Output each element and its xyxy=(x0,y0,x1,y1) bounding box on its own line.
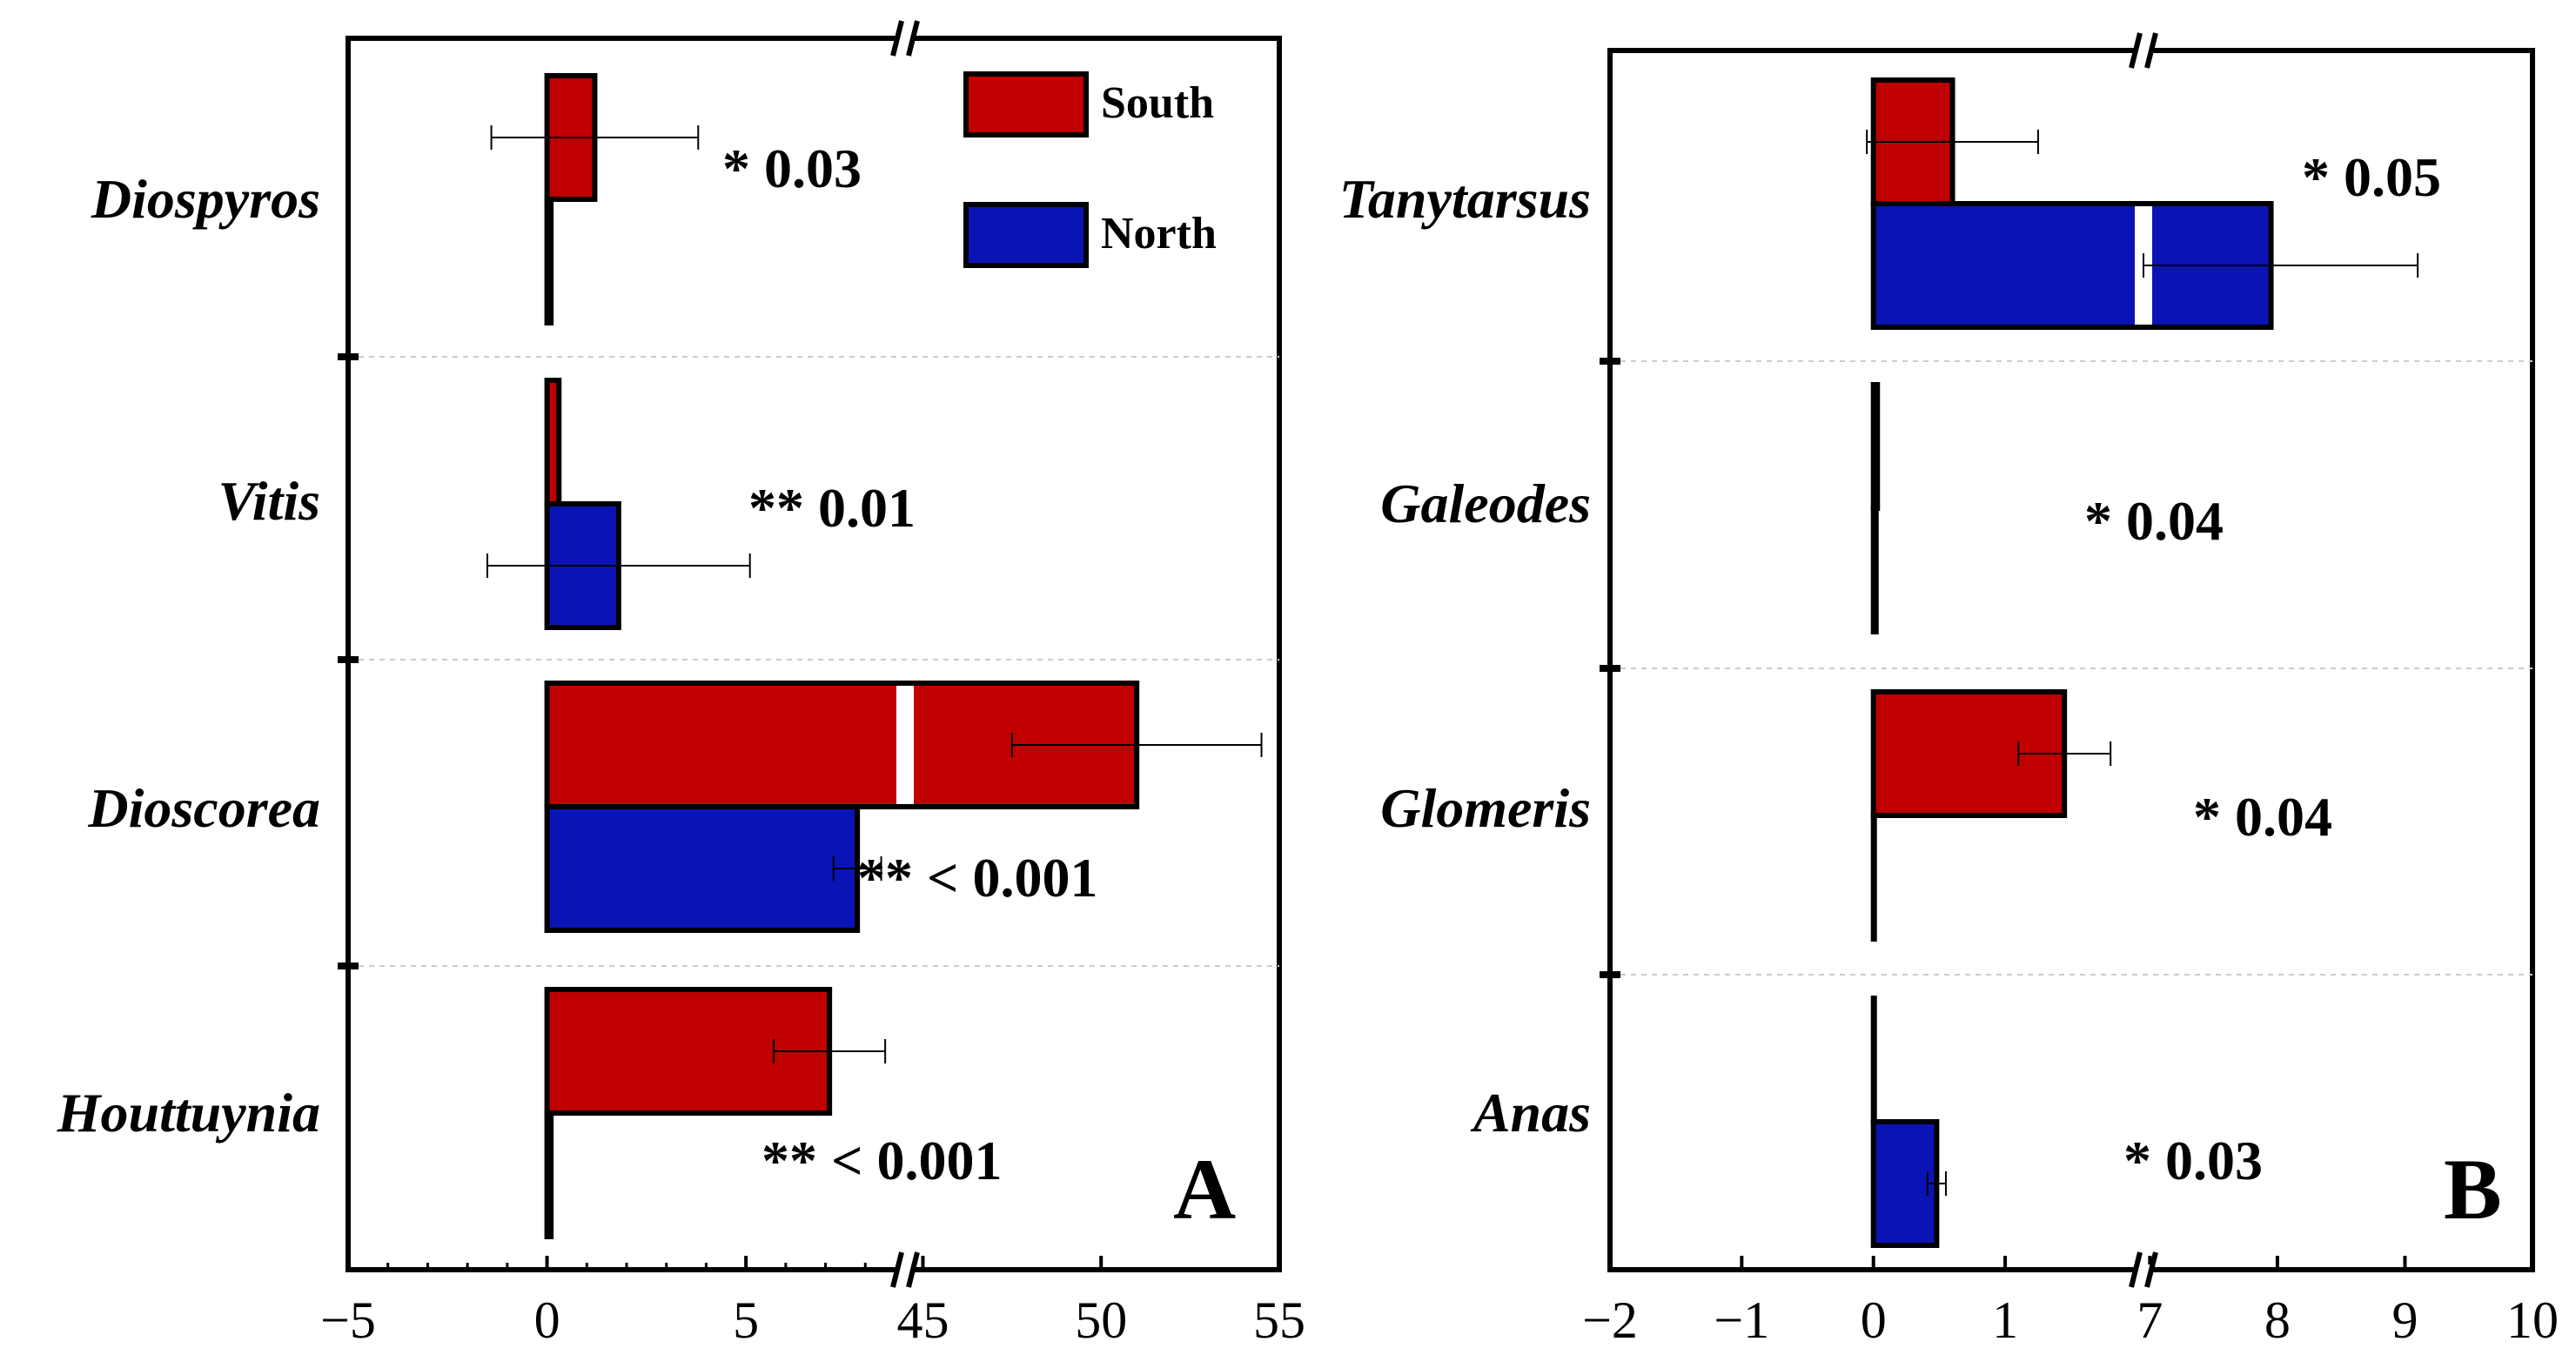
category-label-anas: Anas xyxy=(1470,1082,1591,1144)
annotation-dioscorea: ** < 0.001 xyxy=(857,847,1097,909)
x-tick-label: −5 xyxy=(320,1291,376,1349)
bar-break-gap xyxy=(896,686,914,804)
axis-break-mark xyxy=(2129,32,2143,69)
axis-break-mark xyxy=(906,1251,920,1288)
bar-north-galeodes xyxy=(1870,506,1879,634)
axis-break-mark xyxy=(2129,1251,2143,1288)
annotation-galeodes: * 0.04 xyxy=(2084,490,2224,552)
legend: South North xyxy=(963,71,1217,268)
category-label-vitis: Vitis xyxy=(218,470,320,532)
category-label-dioscorea: Dioscorea xyxy=(87,777,320,839)
axis-break-mark xyxy=(2144,1251,2158,1288)
x-tick-label: 0 xyxy=(534,1291,560,1349)
panel-letter-a: A xyxy=(1173,1141,1236,1238)
bar-north-anas xyxy=(1870,1119,1940,1248)
x-tick-label: 5 xyxy=(733,1291,759,1349)
axis-break-mark xyxy=(906,20,920,57)
axis-break-gap xyxy=(2135,1264,2152,1275)
x-tick-label: 7 xyxy=(2137,1291,2163,1349)
x-tick-label: 55 xyxy=(1253,1291,1305,1349)
axis-break-mark xyxy=(890,20,904,57)
x-tick-label: 10 xyxy=(2506,1291,2559,1349)
x-tick-label: 1 xyxy=(1992,1291,2018,1349)
bar-north-diospyros xyxy=(544,197,554,325)
category-label-tanytarsus: Tanytarsus xyxy=(1339,168,1591,230)
annotation-anas: * 0.03 xyxy=(2123,1130,2263,1191)
bar-south-anas xyxy=(1870,996,1877,1124)
x-tick-label: 45 xyxy=(896,1291,949,1349)
axis-break-mark xyxy=(890,1251,904,1288)
annotation-vitis: ** 0.01 xyxy=(748,477,916,539)
axis-break-gap xyxy=(896,1264,914,1275)
x-tick-label: −2 xyxy=(1582,1291,1638,1349)
x-tick-label: 9 xyxy=(2392,1291,2418,1349)
panel-b: −2 −1 0 1 7 8 9 10 Tanytarsus Galeodes Glomeris… xyxy=(1339,32,2559,1349)
category-label-galeodes: Galeodes xyxy=(1380,473,1591,534)
category-label-diospyros: Diospyros xyxy=(91,168,320,230)
legend-swatch-north xyxy=(963,202,1089,268)
bar-north-houttuynia xyxy=(544,1110,554,1239)
category-label-houttuynia: Houttuynia xyxy=(57,1082,320,1144)
panel-a: −5 0 5 45 50 55 Diospyros Vitis Dioscorea Hou… xyxy=(57,20,1305,1349)
axis-break-gap xyxy=(2135,45,2152,56)
x-tick-label: 50 xyxy=(1075,1291,1127,1349)
bar-north-dioscorea xyxy=(544,804,861,933)
legend-label-south: South xyxy=(1101,78,1214,128)
category-label-glomeris: Glomeris xyxy=(1380,777,1591,839)
bar-south-galeodes xyxy=(1870,382,1881,511)
x-tick-label: 8 xyxy=(2264,1291,2291,1349)
bar-north-glomeris xyxy=(1870,813,1877,942)
axis-break-gap xyxy=(896,33,914,44)
bar-south-vitis xyxy=(544,378,562,506)
annotation-houttuynia: ** < 0.001 xyxy=(761,1130,1002,1191)
annotation-diospyros: * 0.03 xyxy=(722,138,862,199)
axis-break-mark xyxy=(2144,32,2158,69)
legend-label-north: North xyxy=(1101,209,1217,258)
legend-swatch-south xyxy=(963,71,1089,138)
annotation-tanytarsus: * 0.05 xyxy=(2302,146,2441,208)
panel-letter-b: B xyxy=(2444,1141,2502,1238)
x-tick-label: −1 xyxy=(1714,1291,1769,1349)
x-tick-label: 0 xyxy=(1861,1291,1887,1349)
annotation-glomeris: * 0.04 xyxy=(2193,786,2332,848)
